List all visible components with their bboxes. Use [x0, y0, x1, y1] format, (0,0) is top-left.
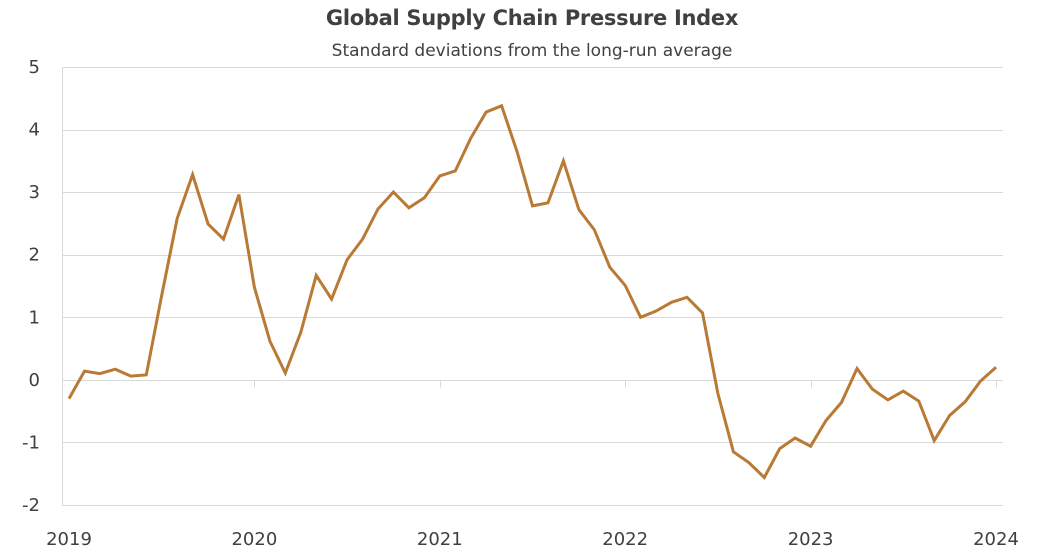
x-tick-label: 2019 [46, 529, 92, 550]
x-tick-label: 2024 [973, 529, 1019, 550]
y-tick-label: 5 [29, 57, 40, 78]
x-tick-label: 2021 [417, 529, 463, 550]
y-tick-label: 0 [29, 370, 40, 391]
y-tick-label: 4 [29, 120, 40, 141]
y-tick-label: 1 [29, 307, 40, 328]
chart-title: Global Supply Chain Pressure Index [325, 6, 739, 30]
x-tick-label: 2020 [231, 529, 277, 550]
x-axis-ticks: 2019 2020 2021 2022 2023 2024 [46, 529, 1019, 550]
chart-subtitle: Standard deviations from the long-run av… [331, 41, 733, 61]
y-tick-label: -1 [22, 432, 40, 453]
series-line [67, 103, 997, 480]
x-tick-label: 2023 [788, 529, 834, 550]
y-tick-label: 3 [29, 182, 40, 203]
axes [62, 67, 997, 505]
x-tick-label: 2022 [602, 529, 648, 550]
series-group [67, 103, 997, 480]
y-tick-label: 2 [29, 245, 40, 266]
y-axis-ticks: 5 4 3 2 1 0 -1 -2 [22, 57, 40, 516]
gridlines [62, 67, 1003, 506]
y-tick-label: -2 [22, 495, 40, 516]
